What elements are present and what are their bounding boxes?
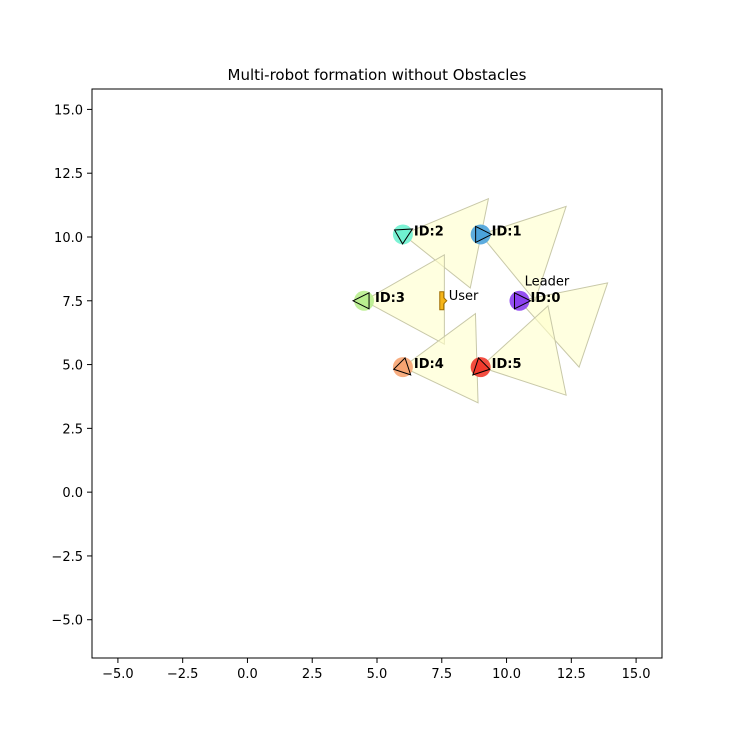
y-tick-label: 0.0 bbox=[62, 486, 83, 501]
y-tick-label: 12.5 bbox=[54, 167, 83, 182]
sensor-cones bbox=[363, 197, 609, 404]
y-axis: −5.0 −2.5 0.0 2.5 5.0 7.5 10.0 12.5 15.0 bbox=[51, 103, 92, 629]
user-marker bbox=[439, 291, 448, 311]
leader-annotation: Leader bbox=[525, 274, 570, 289]
x-tick-label: 5.0 bbox=[367, 667, 388, 682]
chart-title: Multi-robot formation without Obstacles bbox=[228, 66, 527, 84]
robot-labels: ID:0 ID:1 ID:2 ID:3 ID:4 ID:5 Leader bbox=[375, 224, 570, 372]
robot-label: ID:2 bbox=[414, 224, 444, 239]
robot-heading-arrow bbox=[393, 228, 414, 245]
y-tick-label: −2.5 bbox=[51, 550, 83, 565]
user-marker-group: User bbox=[439, 289, 479, 311]
x-tick-label: −5.0 bbox=[102, 667, 134, 682]
x-tick-label: 10.0 bbox=[492, 667, 521, 682]
sensor-cone bbox=[479, 304, 567, 396]
robot-label: ID:1 bbox=[492, 224, 522, 239]
robot-label: ID:0 bbox=[531, 291, 561, 306]
robot-heading-arrow bbox=[475, 225, 493, 244]
sensor-cone bbox=[479, 205, 567, 302]
x-tick-label: 7.5 bbox=[431, 667, 452, 682]
x-tick-label: −2.5 bbox=[167, 667, 199, 682]
x-axis: −5.0 −2.5 0.0 2.5 5.0 7.5 10.0 12.5 15.0 bbox=[102, 658, 651, 682]
robot-heading-arrow bbox=[514, 291, 532, 310]
robot-label: ID:3 bbox=[375, 291, 405, 306]
y-tick-label: 2.5 bbox=[62, 422, 83, 437]
x-tick-label: 15.0 bbox=[622, 667, 651, 682]
robot-heading-arrow bbox=[392, 357, 412, 376]
y-tick-label: 15.0 bbox=[54, 103, 83, 118]
x-tick-label: 2.5 bbox=[302, 667, 323, 682]
x-tick-label: 0.0 bbox=[237, 667, 258, 682]
robots bbox=[351, 224, 532, 378]
x-tick-label: 12.5 bbox=[557, 667, 586, 682]
robot-heading-arrow bbox=[351, 291, 370, 310]
y-tick-label: −5.0 bbox=[51, 614, 83, 629]
robot-heading-arrow bbox=[472, 357, 491, 376]
y-tick-label: 5.0 bbox=[62, 359, 83, 374]
robot-label: ID:4 bbox=[414, 357, 444, 372]
y-tick-label: 10.0 bbox=[54, 231, 83, 246]
robot-label: ID:5 bbox=[492, 357, 522, 372]
user-label: User bbox=[449, 289, 479, 304]
y-tick-label: 7.5 bbox=[62, 295, 83, 310]
